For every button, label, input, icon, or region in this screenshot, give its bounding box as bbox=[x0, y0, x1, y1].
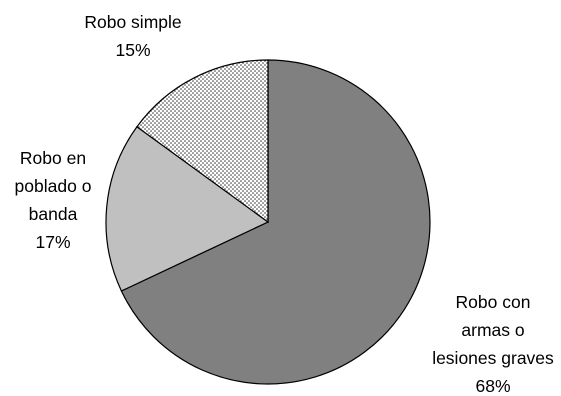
slice-0-label-line-1: Robo con bbox=[456, 292, 531, 312]
pie-slice-0 bbox=[120, 59, 431, 385]
slice-2-label-line-1: Robo simple bbox=[84, 12, 181, 32]
slice-label-robo-simple: Robo simple 15% bbox=[84, 12, 181, 60]
slice-label-robo-en-poblado: Robo en poblado o banda 17% bbox=[15, 148, 92, 252]
pie-slice-1 bbox=[105, 125, 270, 292]
slice-1-label-line-2: poblado o bbox=[15, 176, 92, 196]
slice-0-percent-label: 68% bbox=[475, 376, 510, 396]
slice-0-label-line-3: lesiones graves bbox=[432, 348, 554, 368]
slice-1-percent-label: 17% bbox=[35, 232, 70, 252]
slice-label-robo-con-armas: Robo con armas o lesiones graves 68% bbox=[432, 292, 554, 396]
pie-slice-2 bbox=[136, 59, 269, 224]
slice-1-label-line-3: banda bbox=[29, 204, 78, 224]
pie-slices bbox=[105, 59, 431, 385]
slice-1-label-line-1: Robo en bbox=[20, 148, 86, 168]
slice-0-label-line-2: armas o bbox=[461, 320, 524, 340]
slice-2-percent-label: 15% bbox=[115, 40, 150, 60]
